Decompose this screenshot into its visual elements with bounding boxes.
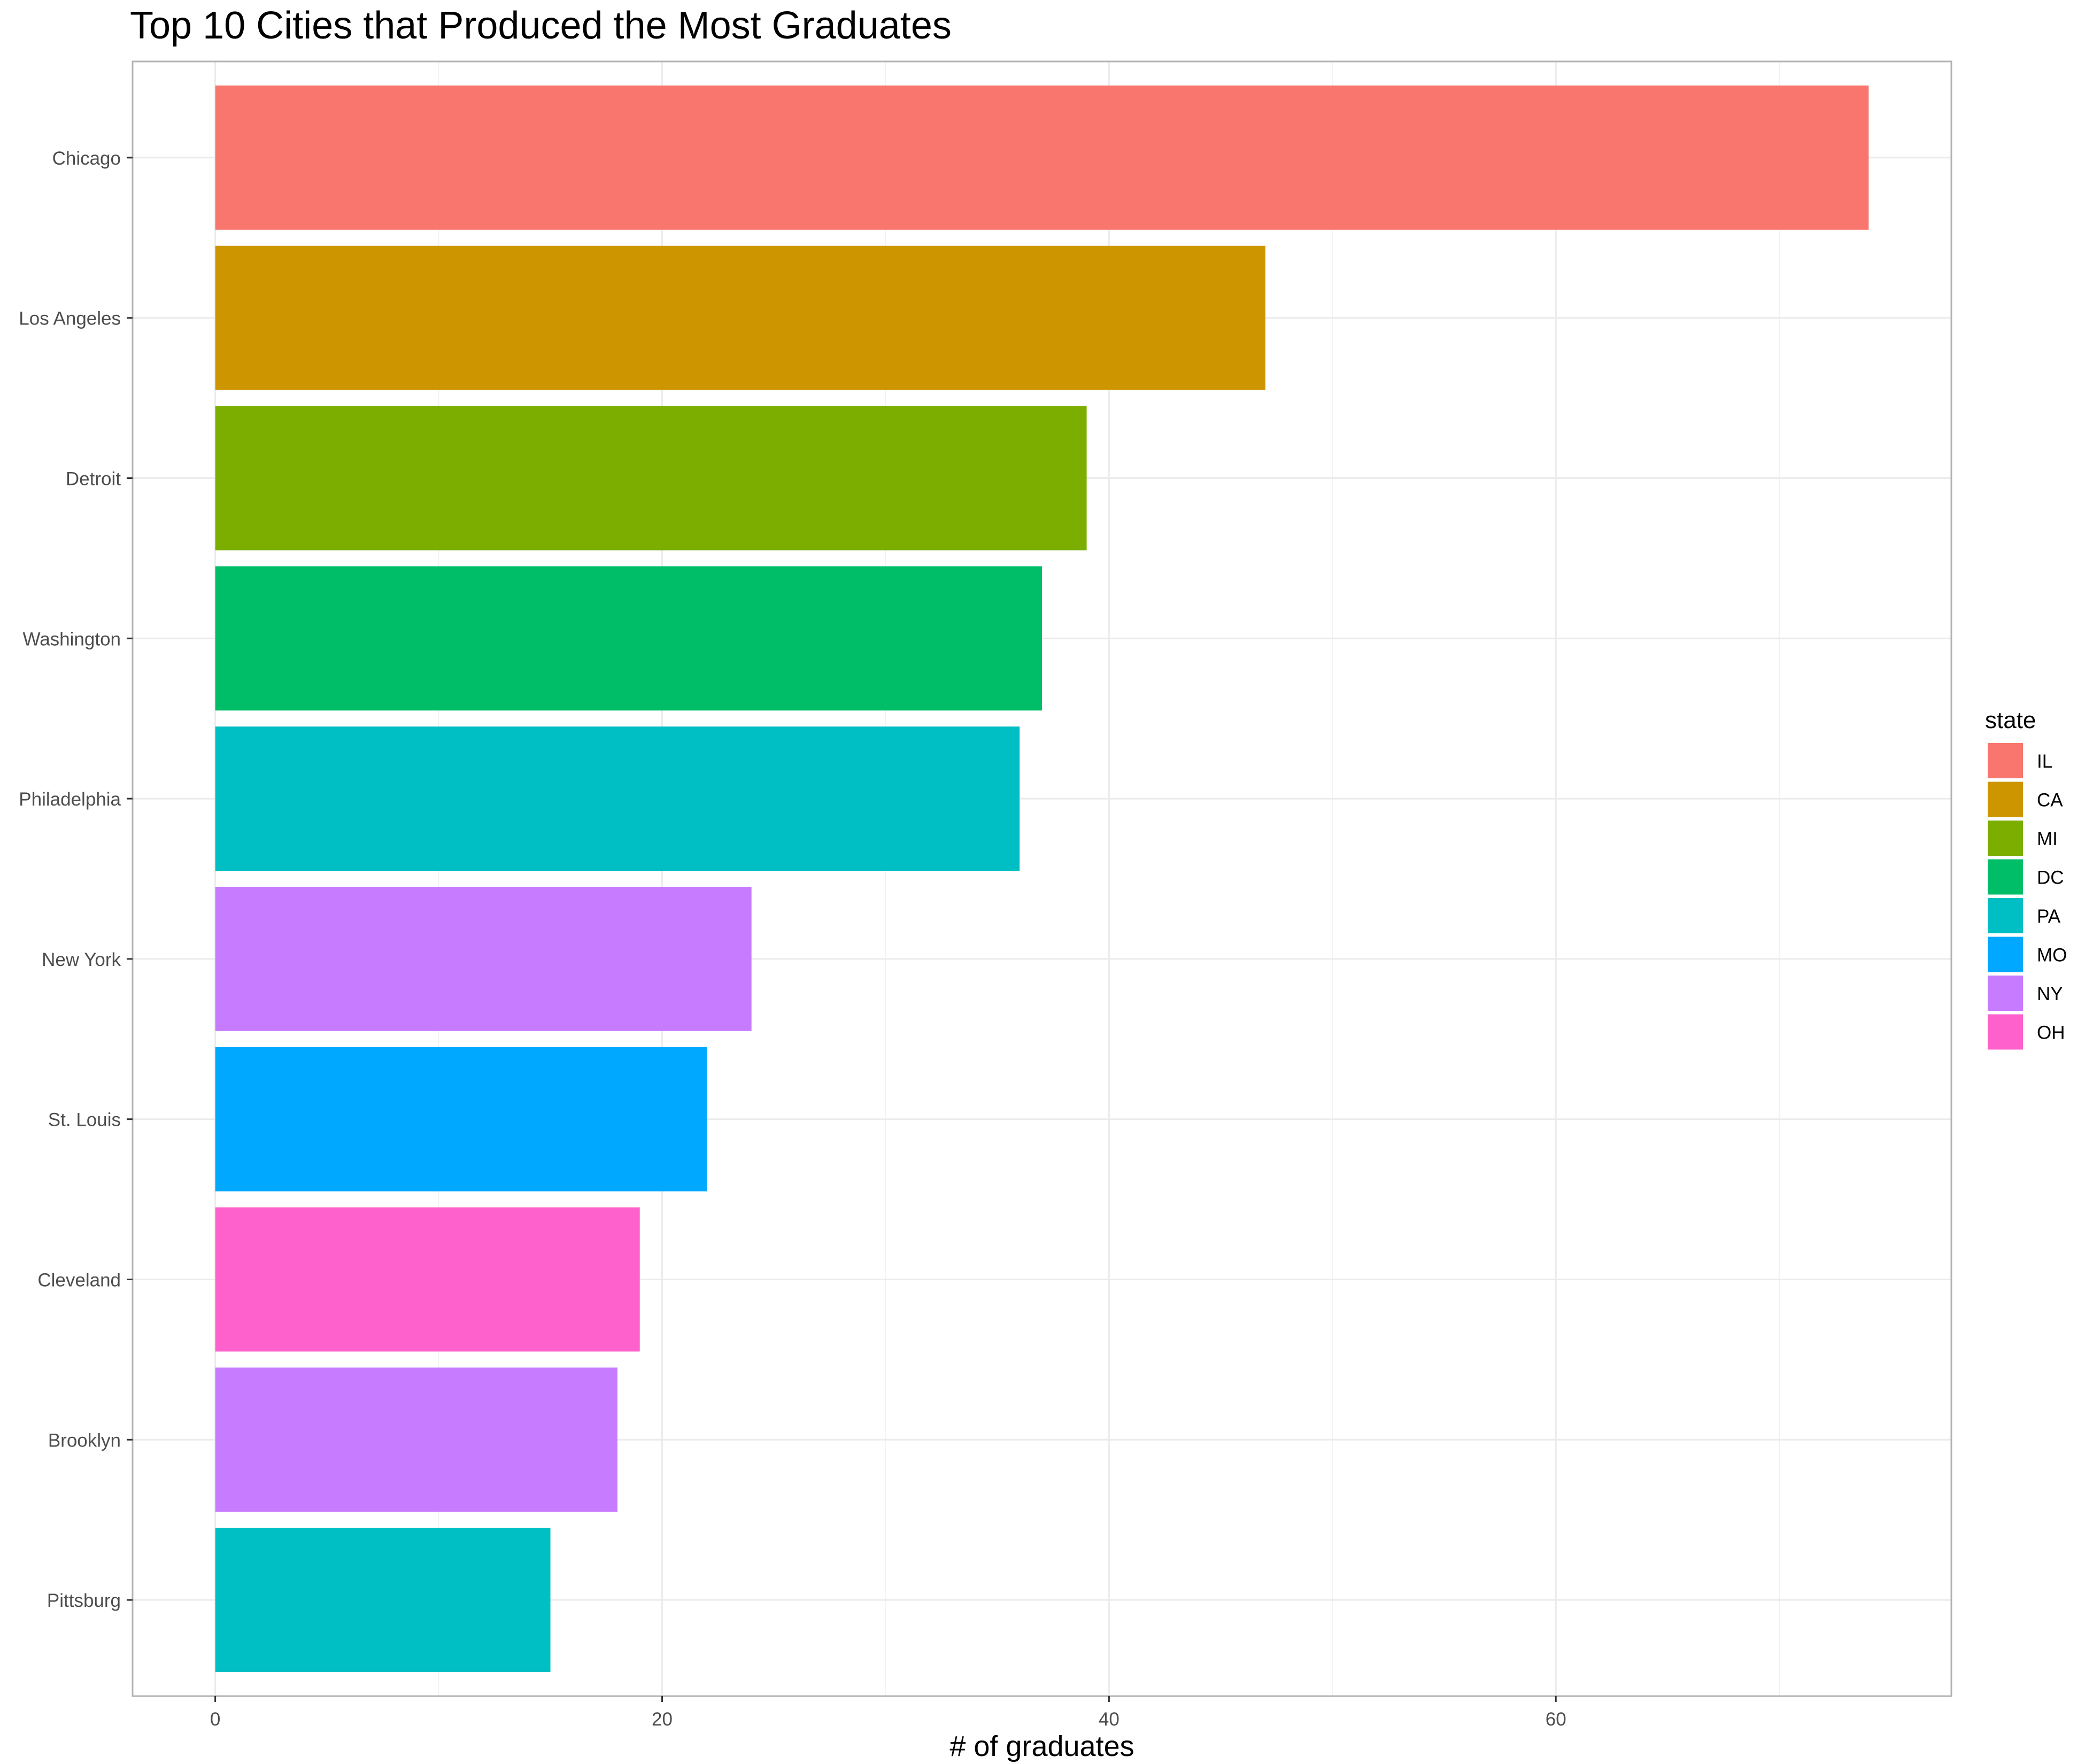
bar-st-louis <box>215 1047 707 1192</box>
panel-border <box>132 60 1952 1697</box>
y-tick-label: Detroit <box>66 468 121 489</box>
bars <box>215 85 1869 1673</box>
y-tick-label: Brooklyn <box>48 1430 121 1451</box>
legend-items: IL CA MI DC PA MO NY OH <box>1988 743 2067 1050</box>
legend-label: MO <box>2037 945 2067 966</box>
legend-label: OH <box>2037 1023 2065 1043</box>
legend-swatch <box>1988 898 2023 933</box>
bar-cleveland <box>215 1207 640 1352</box>
bar-chicago <box>215 85 1869 230</box>
y-tick-label: Chicago <box>52 148 121 169</box>
y-tick-label: Philadelphia <box>19 789 121 810</box>
bar-washington <box>215 566 1042 711</box>
legend-title: state <box>1985 707 2036 733</box>
bar-detroit <box>215 406 1087 551</box>
chart-title: Top 10 Cities that Produced the Most Gra… <box>130 4 952 47</box>
y-tick-label: St. Louis <box>48 1110 121 1131</box>
x-tick-label: 20 <box>652 1709 673 1730</box>
legend-label: DC <box>2037 868 2064 888</box>
legend-swatch <box>1988 782 2023 817</box>
bar-pittsburg <box>215 1528 551 1673</box>
legend-label: IL <box>2037 751 2052 772</box>
legend-swatch <box>1988 937 2023 972</box>
y-tick-label: Washington <box>22 629 121 649</box>
legend-label: PA <box>2037 906 2061 927</box>
x-axis-title: # of graduates <box>949 1730 1134 1762</box>
legend-label: NY <box>2037 984 2063 1004</box>
x-tick-label: 0 <box>210 1709 220 1730</box>
y-tick-label: New York <box>42 949 121 970</box>
bar-new-york <box>215 886 752 1031</box>
x-tick-label: 40 <box>1099 1709 1119 1730</box>
y-axis-ticks: Chicago Los Angeles Detroit Washington Phila… <box>19 148 133 1611</box>
bar-brooklyn <box>215 1367 617 1512</box>
y-tick-label: Cleveland <box>37 1270 121 1291</box>
legend-swatch <box>1988 821 2023 856</box>
bar-philadelphia <box>215 726 1020 871</box>
legend-label: MI <box>2037 829 2058 849</box>
x-axis-ticks: 0 20 40 60 <box>210 1696 1566 1730</box>
legend: state IL CA MI DC PA MO NY OH <box>1985 707 2067 1050</box>
y-tick-label: Pittsburg <box>47 1590 121 1611</box>
legend-swatch <box>1988 859 2023 895</box>
x-tick-label: 60 <box>1546 1709 1566 1730</box>
legend-swatch <box>1988 976 2023 1011</box>
bar-los-angeles <box>215 245 1265 390</box>
legend-swatch <box>1988 1014 2023 1050</box>
legend-label: CA <box>2037 790 2063 811</box>
y-tick-label: Los Angeles <box>19 308 121 329</box>
legend-swatch <box>1988 743 2023 778</box>
